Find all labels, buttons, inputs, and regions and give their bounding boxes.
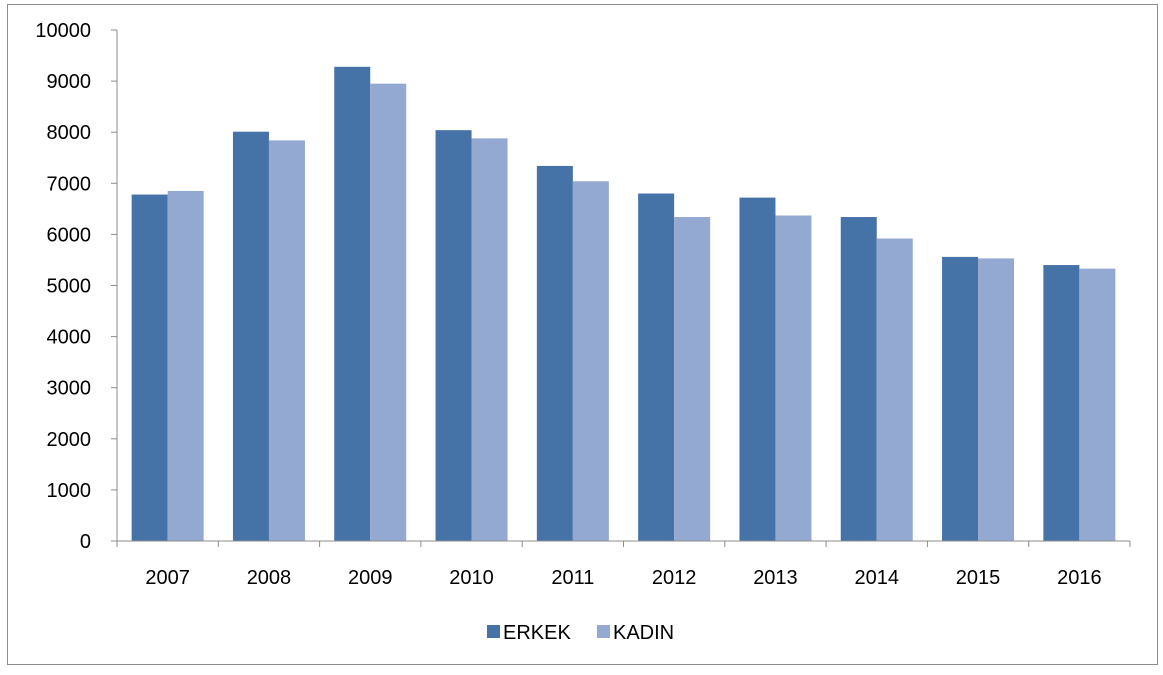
bars <box>131 66 1116 542</box>
x-tick-label: 2009 <box>348 567 393 589</box>
bar-erkek-2015 <box>942 256 979 541</box>
bar-erkek-2009 <box>334 66 371 542</box>
bar-erkek-2011 <box>536 165 573 541</box>
bar-erkek-2012 <box>638 193 675 541</box>
bar-kadin-2009 <box>370 83 407 541</box>
y-tick-label: 0 <box>80 531 91 553</box>
bar-kadin-2014 <box>876 238 913 541</box>
legend-label-kadin: KADIN <box>613 622 674 644</box>
y-tick-label: 9000 <box>47 71 92 93</box>
y-axis-ticks: 0 1000 2000 3000 4000 5000 6000 7000 8000 9000 100… <box>35 20 117 553</box>
y-tick-label: 3000 <box>47 378 92 400</box>
bar-kadin-2010 <box>471 138 508 541</box>
bar-erkek-2008 <box>232 131 269 541</box>
y-tick-label: 6000 <box>47 224 92 246</box>
legend: ERKEK KADIN <box>487 622 674 644</box>
legend-swatch-erkek <box>487 625 500 638</box>
bar-kadin-2008 <box>268 140 305 541</box>
x-tick-label: 2007 <box>145 567 190 589</box>
y-tick-label: 4000 <box>47 327 92 349</box>
bar-erkek-2014 <box>840 217 877 541</box>
y-tick-label: 8000 <box>47 122 92 144</box>
y-tick-label: 2000 <box>47 429 92 451</box>
bar-erkek-2013 <box>739 197 776 541</box>
bar-kadin-2012 <box>674 217 711 541</box>
x-tick-label: 2010 <box>449 567 494 589</box>
x-tick-label: 2014 <box>855 567 900 589</box>
x-axis-ticks: 2007 2008 2009 2010 2011 2012 2013 2014 2015 2016 <box>116 541 1131 589</box>
y-tick-label: 1000 <box>47 480 92 502</box>
x-tick-label: 2012 <box>652 567 697 589</box>
bar-kadin-2015 <box>978 258 1015 541</box>
bar-erkek-2010 <box>435 130 472 541</box>
x-tick-label: 2015 <box>956 567 1001 589</box>
legend-label-erkek: ERKEK <box>503 622 571 644</box>
bar-erkek-2016 <box>1043 265 1080 541</box>
bar-kadin-2011 <box>572 181 609 542</box>
bar-erkek-2007 <box>131 194 168 542</box>
y-tick-label: 7000 <box>47 173 92 195</box>
x-tick-label: 2011 <box>551 567 594 589</box>
y-tick-label: 5000 <box>47 276 92 298</box>
bar-kadin-2016 <box>1079 268 1116 541</box>
x-tick-label: 2013 <box>753 567 798 589</box>
x-tick-label: 2008 <box>247 567 292 589</box>
bar-kadin-2007 <box>167 190 204 541</box>
legend-swatch-kadin <box>597 625 610 638</box>
y-tick-label: 10000 <box>35 20 91 42</box>
bar-kadin-2013 <box>775 215 812 542</box>
x-tick-label: 2016 <box>1057 567 1102 589</box>
